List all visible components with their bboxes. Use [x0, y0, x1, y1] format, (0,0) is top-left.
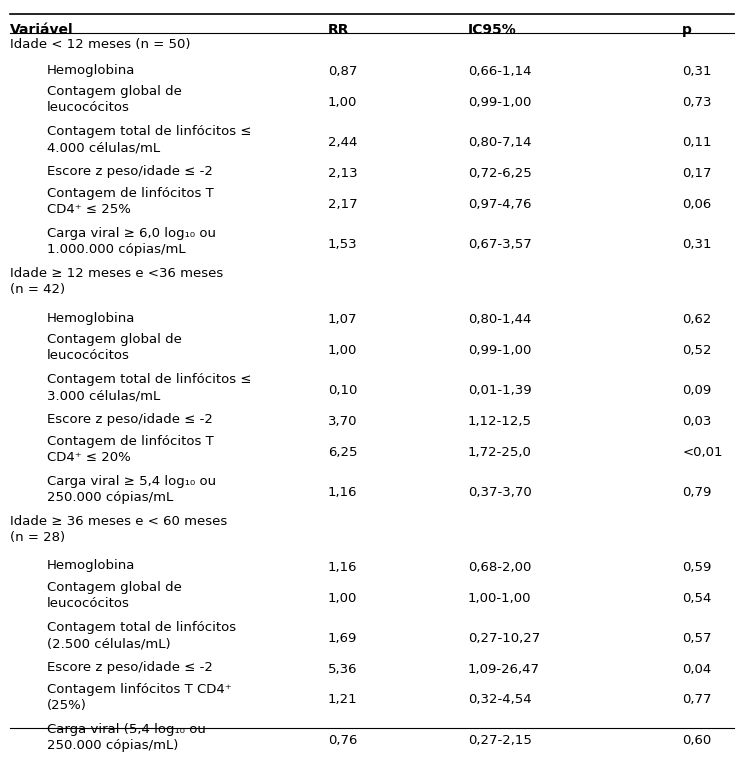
Text: Contagem global de
leucocócitos: Contagem global de leucocócitos: [47, 333, 182, 363]
Text: 0,66-1,14: 0,66-1,14: [468, 65, 531, 78]
Text: 0,03: 0,03: [682, 415, 711, 428]
Text: Contagem total de linfócitos ≤
4.000 células/mL: Contagem total de linfócitos ≤ 4.000 cél…: [47, 126, 251, 154]
Text: Idade < 12 meses (n = 50): Idade < 12 meses (n = 50): [10, 38, 190, 51]
Text: Escore z peso/idade ≤ -2: Escore z peso/idade ≤ -2: [47, 662, 213, 674]
Text: 0,67-3,57: 0,67-3,57: [468, 238, 532, 251]
Text: <0,01: <0,01: [682, 446, 722, 459]
Text: 0,79: 0,79: [682, 486, 711, 499]
Text: 0,76: 0,76: [327, 734, 357, 746]
Text: 1,12-12,5: 1,12-12,5: [468, 415, 532, 428]
Text: 0,17: 0,17: [682, 167, 712, 179]
Text: Carga viral ≥ 5,4 log₁₀ ou
250.000 cópias/mL: Carga viral ≥ 5,4 log₁₀ ou 250.000 cópia…: [47, 475, 217, 504]
Text: Contagem de linfócitos T
CD4⁺ ≤ 20%: Contagem de linfócitos T CD4⁺ ≤ 20%: [47, 435, 214, 464]
Text: 0,97-4,76: 0,97-4,76: [468, 198, 531, 210]
Text: Contagem linfócitos T CD4⁺
(25%): Contagem linfócitos T CD4⁺ (25%): [47, 683, 231, 712]
Text: 0,80-7,14: 0,80-7,14: [468, 136, 531, 149]
Text: 1,00: 1,00: [327, 591, 357, 605]
Text: Variável: Variável: [10, 23, 74, 37]
Text: 0,27-2,15: 0,27-2,15: [468, 734, 532, 746]
Text: 0,72-6,25: 0,72-6,25: [468, 167, 532, 179]
Text: 2,17: 2,17: [327, 198, 357, 210]
Text: Carga viral ≥ 6,0 log₁₀ ou
1.000.000 cópias/mL: Carga viral ≥ 6,0 log₁₀ ou 1.000.000 cóp…: [47, 227, 216, 257]
Text: Hemoglobina: Hemoglobina: [47, 559, 135, 572]
Text: Contagem global de
leucocócitos: Contagem global de leucocócitos: [47, 86, 182, 114]
Text: 0,06: 0,06: [682, 198, 711, 210]
Text: 0,31: 0,31: [682, 65, 712, 78]
Text: 0,09: 0,09: [682, 384, 711, 397]
Text: 0,77: 0,77: [682, 693, 712, 706]
Text: Contagem de linfócitos T
CD4⁺ ≤ 25%: Contagem de linfócitos T CD4⁺ ≤ 25%: [47, 187, 214, 217]
Text: 1,72-25,0: 1,72-25,0: [468, 446, 532, 459]
Text: 1,09-26,47: 1,09-26,47: [468, 662, 540, 675]
Text: 3,70: 3,70: [327, 415, 357, 428]
Text: 0,11: 0,11: [682, 136, 712, 149]
Text: Idade ≥ 12 meses e <36 meses
(n = 42): Idade ≥ 12 meses e <36 meses (n = 42): [10, 267, 223, 297]
Text: Contagem total de linfócitos ≤
3.000 células/mL: Contagem total de linfócitos ≤ 3.000 cél…: [47, 373, 251, 402]
Text: 0,54: 0,54: [682, 591, 711, 605]
Text: 0,37-3,70: 0,37-3,70: [468, 486, 532, 499]
Text: 0,62: 0,62: [682, 313, 711, 326]
Text: 0,04: 0,04: [682, 662, 711, 675]
Text: 1,53: 1,53: [327, 238, 357, 251]
Text: 1,07: 1,07: [327, 313, 357, 326]
Text: Contagem total de linfócitos
(2.500 células/mL): Contagem total de linfócitos (2.500 célu…: [47, 621, 236, 650]
Text: 1,00: 1,00: [327, 344, 357, 357]
Text: 0,99-1,00: 0,99-1,00: [468, 95, 531, 109]
Text: Contagem global de
leucocócitos: Contagem global de leucocócitos: [47, 581, 182, 610]
Text: 2,44: 2,44: [327, 136, 357, 149]
Text: 6,25: 6,25: [327, 446, 357, 459]
Text: 1,69: 1,69: [327, 631, 357, 645]
Text: RR: RR: [327, 23, 349, 37]
Text: Idade ≥ 36 meses e < 60 meses
(n = 28): Idade ≥ 36 meses e < 60 meses (n = 28): [10, 516, 228, 544]
Text: IC95%: IC95%: [468, 23, 517, 37]
Text: p: p: [682, 23, 692, 37]
Text: 0,60: 0,60: [682, 734, 711, 746]
Text: Carga viral (5,4 log₁₀ ou
250.000 cópias/mL): Carga viral (5,4 log₁₀ ou 250.000 cópias…: [47, 723, 206, 752]
Text: 1,00-1,00: 1,00-1,00: [468, 591, 531, 605]
Text: 2,13: 2,13: [327, 167, 357, 179]
Text: Hemoglobina: Hemoglobina: [47, 64, 135, 76]
Text: 0,59: 0,59: [682, 561, 711, 574]
Text: 0,10: 0,10: [327, 384, 357, 397]
Text: 0,31: 0,31: [682, 238, 712, 251]
Text: 0,32-4,54: 0,32-4,54: [468, 693, 532, 706]
Text: 0,01-1,39: 0,01-1,39: [468, 384, 532, 397]
Text: 0,68-2,00: 0,68-2,00: [468, 561, 531, 574]
Text: Escore z peso/idade ≤ -2: Escore z peso/idade ≤ -2: [47, 413, 213, 426]
Text: 1,00: 1,00: [327, 95, 357, 109]
Text: 0,73: 0,73: [682, 95, 712, 109]
Text: 5,36: 5,36: [327, 662, 357, 675]
Text: Escore z peso/idade ≤ -2: Escore z peso/idade ≤ -2: [47, 166, 213, 179]
Text: 0,27-10,27: 0,27-10,27: [468, 631, 540, 645]
Text: 0,57: 0,57: [682, 631, 712, 645]
Text: 0,52: 0,52: [682, 344, 712, 357]
Text: 0,80-1,44: 0,80-1,44: [468, 313, 531, 326]
Text: 1,16: 1,16: [327, 486, 357, 499]
Text: 0,87: 0,87: [327, 65, 357, 78]
Text: Hemoglobina: Hemoglobina: [47, 312, 135, 325]
Text: 1,16: 1,16: [327, 561, 357, 574]
Text: 1,21: 1,21: [327, 693, 357, 706]
Text: 0,99-1,00: 0,99-1,00: [468, 344, 531, 357]
